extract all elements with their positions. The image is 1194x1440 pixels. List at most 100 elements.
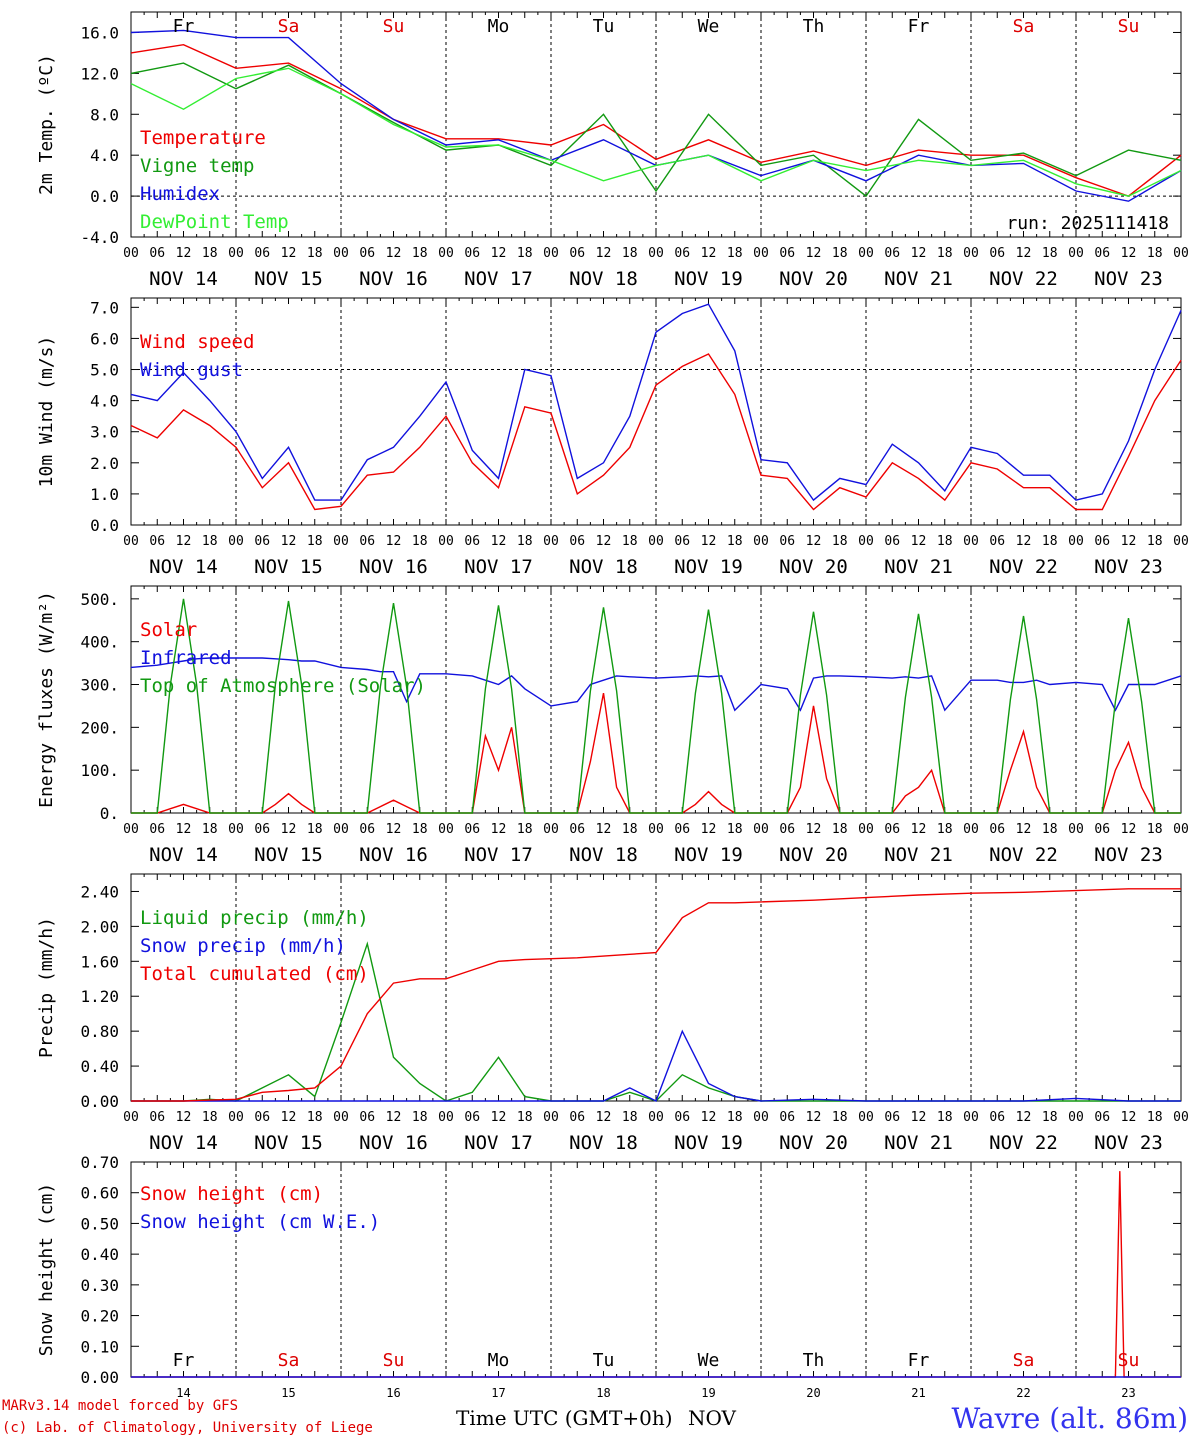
x-hour-label: 18 (622, 246, 638, 261)
x-hour-label: 12 (386, 1110, 402, 1125)
y-tick-label: 0.30 (80, 1276, 119, 1295)
x-hour-label: 00 (1068, 822, 1084, 837)
x-date-label: NOV 14 (149, 268, 218, 290)
x-hour-label: 06 (149, 1110, 165, 1125)
x-hour-label: 00 (1068, 534, 1084, 549)
y-tick-label: 2.0 (90, 454, 119, 473)
x-date-label: NOV 21 (884, 1132, 953, 1154)
y-axis-label: Snow height (cm) (36, 1183, 57, 1356)
x-date-label: NOV 21 (884, 268, 953, 290)
legend-entry: Top of Atmosphere (Solar) (140, 675, 426, 697)
x-hour-label: 12 (281, 534, 297, 549)
x-hour-label: 12 (1016, 534, 1032, 549)
x-hour-label: 12 (1121, 822, 1137, 837)
legend-entry: Solar (140, 619, 197, 641)
x-hour-label: 00 (333, 822, 349, 837)
x-hour-label: 00 (123, 534, 139, 549)
x-hour-label: 06 (1094, 822, 1110, 837)
x-date-label: NOV 17 (464, 268, 533, 290)
x-hour-label: 06 (254, 822, 270, 837)
x-hour-label: 00 (228, 246, 244, 261)
x-date-label: NOV 17 (464, 844, 533, 866)
x-date-label: NOV 18 (569, 1132, 638, 1154)
x-hour-label: 12 (596, 822, 612, 837)
x-hour-label: 12 (911, 822, 927, 837)
weekday-label: Mo (488, 1350, 510, 1371)
day-number-label: 21 (911, 1386, 925, 1400)
x-hour-label: 00 (1068, 1110, 1084, 1125)
x-hour-label: 12 (281, 822, 297, 837)
x-hour-label: 00 (438, 534, 454, 549)
legend-entry: Temperature (140, 127, 266, 149)
y-tick-label: 8.0 (90, 105, 119, 124)
plot-frame (130, 11, 1182, 238)
x-date-label: NOV 15 (254, 844, 323, 866)
weekday-label: Tu (593, 16, 615, 37)
x-hour-label: 06 (989, 246, 1005, 261)
x-hour-label: 00 (753, 534, 769, 549)
y-tick-label: 16.0 (80, 23, 119, 42)
x-hour-label: 18 (832, 822, 848, 837)
x-date-label: NOV 23 (1094, 556, 1163, 578)
x-hour-label: 18 (202, 822, 218, 837)
weekday-label: Sa (1013, 16, 1035, 37)
x-hour-label: 00 (648, 534, 664, 549)
x-hour-label: 18 (937, 1110, 953, 1125)
x-hour-label: 18 (517, 534, 533, 549)
x-hour-label: 00 (1173, 534, 1189, 549)
x-date-label: NOV 19 (674, 844, 743, 866)
x-hour-label: 00 (543, 1110, 559, 1125)
x-date-label: NOV 22 (989, 268, 1058, 290)
weekday-label: Su (383, 16, 405, 37)
weekday-label: Tu (593, 1350, 615, 1371)
x-hour-label: 00 (753, 246, 769, 261)
legend-entry: Total cumulated (cm) (140, 963, 369, 985)
y-tick-label: 100. (80, 761, 119, 780)
y-tick-label: 0.60 (80, 1184, 119, 1203)
x-date-label: NOV 21 (884, 844, 953, 866)
weekday-label: Sa (278, 16, 300, 37)
x-date-label: NOV 17 (464, 556, 533, 578)
x-date-label: NOV 23 (1094, 1132, 1163, 1154)
x-date-label: NOV 20 (779, 268, 848, 290)
x-hour-label: 18 (307, 246, 323, 261)
y-tick-label: 6.0 (90, 329, 119, 348)
y-tick-label: 0.50 (80, 1214, 119, 1233)
weekday-label: Su (1118, 1350, 1140, 1371)
x-hour-label: 00 (963, 822, 979, 837)
x-hour-label: 12 (911, 246, 927, 261)
x-date-label: NOV 16 (359, 1132, 428, 1154)
x-date-label: NOV 16 (359, 844, 428, 866)
x-hour-label: 06 (254, 246, 270, 261)
series-line-top-of-atmosphere-solar- (131, 598, 1181, 814)
x-date-label: NOV 18 (569, 556, 638, 578)
x-hour-label: 12 (1016, 246, 1032, 261)
x-hour-label: 18 (412, 1110, 428, 1125)
day-number-label: 20 (806, 1386, 820, 1400)
x-date-label: NOV 19 (674, 556, 743, 578)
series-line-wind-speed (130, 353, 1182, 511)
weekday-label: Th (803, 1350, 825, 1371)
x-hour-label: 00 (228, 822, 244, 837)
x-hour-label: 06 (989, 822, 1005, 837)
x-date-label: NOV 18 (569, 268, 638, 290)
x-hour-label: 12 (1121, 534, 1137, 549)
y-tick-label: 0.40 (80, 1057, 119, 1076)
model-credit: MARv3.14 model forced by GFS (2, 1398, 239, 1414)
x-hour-label: 18 (937, 534, 953, 549)
x-hour-label: 12 (701, 534, 717, 549)
x-hour-label: 18 (727, 822, 743, 837)
x-hour-label: 12 (386, 822, 402, 837)
x-hour-label: 06 (1094, 246, 1110, 261)
day-number-label: 17 (491, 1386, 505, 1400)
x-hour-label: 06 (779, 246, 795, 261)
x-hour-label: 18 (937, 246, 953, 261)
x-hour-label: 00 (648, 822, 664, 837)
x-hour-label: 12 (386, 534, 402, 549)
x-date-label: NOV 20 (779, 556, 848, 578)
x-hour-label: 18 (307, 534, 323, 549)
panel-precip: 0.00 0.40 0.80 1.20 1.60 2.00 2.40 Precip (mm/h… (36, 873, 1189, 1154)
weekday-label: Mo (488, 16, 510, 37)
x-hour-label: 06 (254, 534, 270, 549)
x-hour-label: 00 (123, 1110, 139, 1125)
